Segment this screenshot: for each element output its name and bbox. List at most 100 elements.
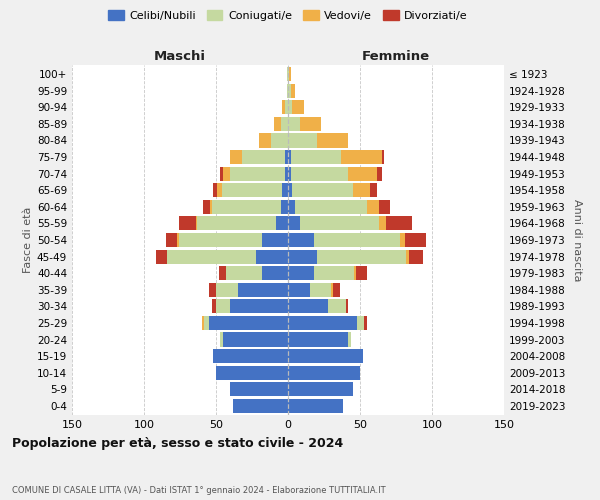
Bar xyxy=(291,150,341,164)
Bar xyxy=(262,266,288,280)
Bar xyxy=(288,282,310,297)
Bar xyxy=(400,233,404,247)
Bar xyxy=(349,332,352,346)
Bar xyxy=(346,300,349,314)
Y-axis label: Anni di nascita: Anni di nascita xyxy=(572,198,582,281)
Bar xyxy=(238,282,288,297)
Bar xyxy=(288,134,317,147)
Bar xyxy=(288,316,357,330)
Bar xyxy=(317,250,406,264)
Bar xyxy=(166,233,177,247)
Bar xyxy=(282,183,288,198)
Bar xyxy=(223,166,230,180)
Bar xyxy=(288,216,299,230)
Bar xyxy=(386,216,412,230)
Bar xyxy=(197,216,277,230)
Bar xyxy=(216,300,230,314)
Bar xyxy=(288,366,360,380)
Bar xyxy=(230,150,242,164)
Bar xyxy=(230,382,288,396)
Bar xyxy=(177,233,179,247)
Bar xyxy=(288,266,314,280)
Bar xyxy=(271,134,288,147)
Bar xyxy=(299,117,321,131)
Bar xyxy=(367,200,379,214)
Bar xyxy=(285,166,288,180)
Bar xyxy=(341,150,382,164)
Bar xyxy=(202,316,205,330)
Bar xyxy=(288,183,292,198)
Bar xyxy=(216,366,288,380)
Bar xyxy=(382,150,385,164)
Bar xyxy=(295,200,367,214)
Bar xyxy=(219,266,226,280)
Bar xyxy=(287,67,288,81)
Bar xyxy=(230,166,285,180)
Bar xyxy=(213,349,288,363)
Bar xyxy=(262,233,288,247)
Bar xyxy=(223,332,288,346)
Text: COMUNE DI CASALE LITTA (VA) - Dati ISTAT 1° gennaio 2024 - Elaborazione TUTTITAL: COMUNE DI CASALE LITTA (VA) - Dati ISTAT… xyxy=(12,486,386,495)
Bar xyxy=(203,200,210,214)
Y-axis label: Fasce di età: Fasce di età xyxy=(23,207,33,273)
Bar xyxy=(281,117,288,131)
Bar xyxy=(196,216,197,230)
Bar xyxy=(155,250,167,264)
Bar xyxy=(288,250,317,264)
Bar xyxy=(404,233,426,247)
Bar xyxy=(217,183,222,198)
Bar xyxy=(233,399,288,413)
Bar xyxy=(213,183,217,198)
Bar xyxy=(292,183,353,198)
Bar xyxy=(310,282,331,297)
Bar xyxy=(289,67,291,81)
Legend: Celibi/Nubili, Coniugati/e, Vedovi/e, Divorziati/e: Celibi/Nubili, Coniugati/e, Vedovi/e, Di… xyxy=(104,6,472,25)
Bar xyxy=(288,84,291,98)
Bar xyxy=(354,266,356,280)
Bar xyxy=(209,282,216,297)
Bar xyxy=(212,200,281,214)
Bar xyxy=(179,216,196,230)
Bar xyxy=(377,166,382,180)
Bar xyxy=(210,200,212,214)
Text: Femmine: Femmine xyxy=(362,50,430,62)
Bar xyxy=(331,282,332,297)
Bar xyxy=(285,150,288,164)
Bar xyxy=(332,282,340,297)
Bar xyxy=(357,316,364,330)
Bar xyxy=(349,166,377,180)
Bar xyxy=(209,316,288,330)
Bar xyxy=(292,100,304,114)
Bar xyxy=(288,200,295,214)
Bar xyxy=(282,100,285,114)
Bar xyxy=(288,117,299,131)
Bar xyxy=(216,282,238,297)
Bar xyxy=(314,266,354,280)
Bar xyxy=(356,266,367,280)
Bar xyxy=(299,216,379,230)
Bar xyxy=(226,266,262,280)
Bar xyxy=(288,150,291,164)
Bar xyxy=(291,166,349,180)
Bar xyxy=(256,250,288,264)
Bar xyxy=(288,100,292,114)
Bar xyxy=(288,332,349,346)
Bar xyxy=(288,349,363,363)
Bar xyxy=(287,84,288,98)
Bar xyxy=(291,84,295,98)
Bar xyxy=(288,67,289,81)
Bar xyxy=(406,250,409,264)
Bar xyxy=(317,134,349,147)
Bar xyxy=(167,250,256,264)
Bar xyxy=(328,300,346,314)
Text: Maschi: Maschi xyxy=(154,50,206,62)
Bar xyxy=(379,200,390,214)
Bar xyxy=(179,233,262,247)
Bar xyxy=(379,216,386,230)
Bar xyxy=(288,300,328,314)
Bar xyxy=(242,150,285,164)
Bar xyxy=(212,300,216,314)
Bar xyxy=(220,166,223,180)
Bar xyxy=(314,233,400,247)
Bar xyxy=(230,300,288,314)
